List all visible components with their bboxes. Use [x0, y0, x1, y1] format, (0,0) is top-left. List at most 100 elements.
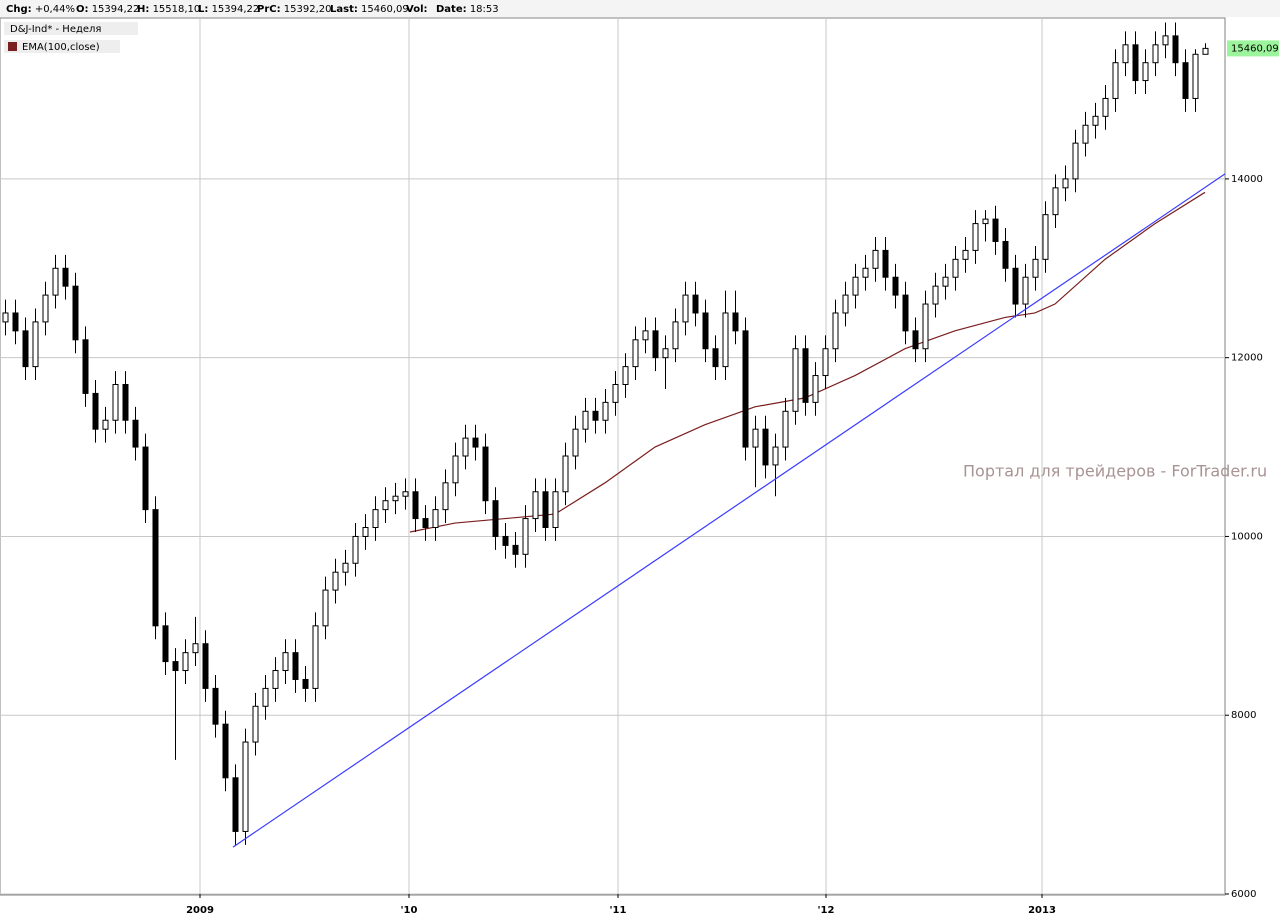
candle-body [532, 491, 539, 520]
candle-body [492, 500, 499, 537]
candle-body [1082, 124, 1089, 144]
candle-body [262, 687, 269, 707]
candle-body [282, 652, 289, 672]
candle-body [172, 661, 179, 672]
candle-body [342, 562, 349, 573]
candle-body [752, 428, 759, 448]
candle-body [252, 705, 259, 743]
candle-body [722, 312, 729, 368]
candle-body [42, 294, 49, 323]
candle-body [292, 652, 299, 680]
candle-body [702, 312, 709, 350]
candle-body [922, 303, 929, 350]
y-tick-label: 12000 [1231, 353, 1263, 364]
candle-body [1122, 44, 1129, 64]
candle-body [842, 294, 849, 314]
candle-body [62, 267, 69, 287]
candle-body [242, 741, 249, 832]
candle-body [632, 339, 639, 368]
candle-body [552, 491, 559, 529]
candle-body [1182, 62, 1189, 99]
header-item: PrC: 15392,20 [257, 4, 332, 15]
candle-body [182, 652, 189, 672]
header-label: Last: [330, 4, 358, 15]
candle-body [902, 294, 909, 332]
candle-body [762, 428, 769, 466]
candle-body [592, 410, 599, 421]
candle-body [212, 687, 219, 725]
header-bar [0, 0, 1280, 17]
watermark: Портал для трейдеров - ForTrader.ru [963, 462, 1267, 481]
candle-body [152, 509, 159, 627]
last-price-label: 15460,09 [1231, 43, 1279, 54]
candle-body [682, 294, 689, 323]
candle-body [12, 312, 19, 332]
header-label: O: [76, 4, 89, 15]
candle-body [662, 348, 669, 359]
candle-body [472, 437, 479, 448]
header-item: L: 15394,22 [198, 4, 259, 15]
candle-body [742, 330, 749, 448]
candle-body [122, 383, 129, 421]
candle-body [52, 267, 59, 296]
candle-body [482, 446, 489, 502]
candle-body [402, 491, 409, 497]
candle-body [832, 312, 839, 350]
candle-body [1052, 187, 1059, 216]
x-tick-label: '10 [401, 905, 418, 916]
last-price-box [1227, 40, 1279, 57]
x-tick-label: '12 [818, 905, 835, 916]
header-item: Date: 18:53 [436, 4, 499, 15]
candle-body [622, 366, 629, 385]
candle-body [392, 495, 399, 502]
x-tick-label: 2013 [1028, 905, 1056, 916]
candle-body [1062, 178, 1069, 189]
candle-body [102, 419, 109, 430]
candle-body [572, 428, 579, 457]
candle-body [642, 330, 649, 341]
candle-body [1112, 62, 1119, 99]
x-tick-label: '11 [610, 905, 627, 916]
header-value: 18:53 [470, 4, 499, 15]
candle-body [452, 455, 459, 484]
candle-body [1032, 258, 1039, 278]
candle-body [712, 348, 719, 368]
candle-body [302, 678, 309, 689]
candle-body [862, 267, 869, 278]
header-label: Vol: [406, 4, 428, 15]
y-tick-label: 6000 [1231, 889, 1256, 900]
candle-body [952, 258, 959, 278]
candle-body [312, 625, 319, 689]
candle-body [882, 249, 889, 278]
candle-body [892, 276, 899, 296]
candle-body [782, 410, 789, 448]
candle-body [602, 401, 609, 421]
candle-body [792, 348, 799, 412]
candle-body [382, 500, 389, 511]
header-label: Date: [436, 4, 467, 15]
header-item: H: 15518,10 [137, 4, 200, 15]
candle-body [612, 383, 619, 403]
header-label: Chg: [6, 4, 32, 15]
candle-body [162, 625, 169, 663]
candle-body [872, 249, 879, 269]
candle-body [502, 535, 509, 546]
candle-body [972, 223, 979, 251]
candle-body [1192, 53, 1199, 99]
header-value: 15460,09 [361, 4, 409, 15]
candle-body [322, 589, 329, 627]
candle-body [542, 491, 549, 529]
legend-instrument: D&J-Ind* - Неделя [10, 24, 101, 35]
candle-body [232, 777, 239, 832]
candle-body [512, 544, 519, 555]
candle-body [202, 643, 209, 689]
legend-ema: EMA(100,close) [22, 42, 100, 53]
candle-body [1042, 214, 1049, 260]
candle-body [1172, 35, 1179, 64]
header-value: 15394,22 [212, 4, 260, 15]
header-value: 15518,10 [153, 4, 201, 15]
candle-body [992, 218, 999, 242]
candle-body [442, 482, 449, 511]
